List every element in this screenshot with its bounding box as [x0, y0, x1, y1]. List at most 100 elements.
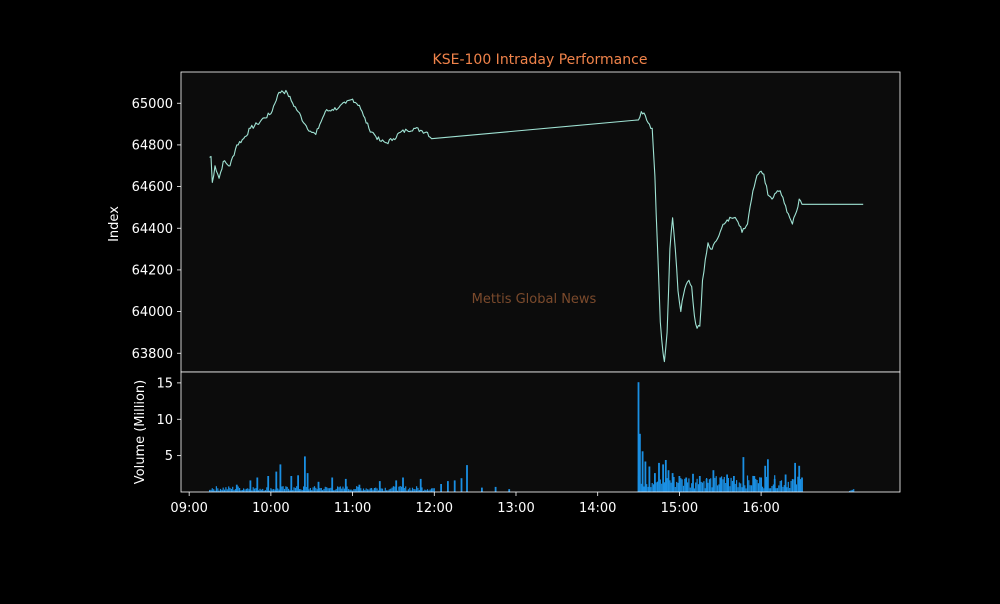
volume-bar: [289, 490, 291, 492]
volume-bar: [734, 483, 736, 492]
volume-bar: [262, 488, 264, 492]
volume-bar: [414, 489, 416, 492]
volume-bar: [676, 481, 678, 492]
volume-bar: [274, 489, 276, 492]
x-axis: 09:00 10:00 11:00 12:00 13:00 14:00 15:00 16:00: [170, 492, 780, 516]
volume-bar: [239, 488, 241, 492]
volume-bar: [776, 488, 778, 492]
volume-bar: [782, 486, 784, 492]
volume-bar: [789, 488, 791, 492]
volume-bar: [692, 473, 694, 492]
volume-bar: [688, 478, 690, 492]
volume-bar: [312, 487, 314, 492]
volume-bar: [316, 489, 318, 492]
volume-bar: [380, 488, 382, 492]
volume-bar: [309, 488, 311, 492]
volume-bar: [410, 490, 412, 492]
volume-bar: [714, 477, 716, 492]
volume-bar: [695, 482, 697, 492]
volume-bar: [390, 488, 392, 492]
volume-panel-axis: 5 10 15: [156, 376, 181, 464]
volume-bar: [244, 489, 246, 492]
volume-bar: [221, 489, 223, 492]
volume-bar: [421, 487, 423, 492]
volume-bar: [395, 480, 398, 492]
volume-bar: [222, 487, 224, 492]
volume-bar: [711, 487, 713, 492]
volume-bar: [703, 481, 705, 492]
volume-bar: [209, 489, 211, 492]
volume-bar: [741, 487, 743, 492]
volume-bar: [773, 478, 776, 492]
volume-bar: [267, 476, 270, 492]
volume-bar: [644, 461, 647, 492]
volume-bar: [778, 485, 780, 492]
volume-bar: [371, 488, 373, 492]
volume-bar: [641, 451, 644, 492]
volume-bar: [775, 488, 777, 492]
volume-bar: [233, 489, 235, 492]
volume-bar: [768, 488, 770, 492]
volume-bar: [266, 487, 268, 492]
volume-bar: [361, 490, 363, 492]
volume-bar: [349, 489, 351, 492]
x-tick-label: 09:00: [170, 501, 207, 516]
volume-y-tick-label: 5: [165, 449, 173, 464]
volume-bar: [453, 480, 456, 492]
volume-bar: [292, 490, 294, 492]
volume-bar: [330, 487, 332, 492]
chart-title: KSE-100 Intraday Performance: [433, 52, 648, 68]
volume-bar: [433, 488, 435, 492]
volume-bar: [324, 486, 326, 492]
volume-bar: [407, 489, 409, 492]
volume-bar: [376, 488, 378, 492]
volume-bar: [260, 489, 262, 492]
volume-bar: [413, 489, 415, 492]
volume-bar: [779, 481, 781, 492]
volume-bar: [271, 489, 273, 492]
volume-bar: [237, 486, 239, 492]
volume-bar: [696, 478, 698, 492]
volume-bar: [240, 490, 242, 492]
volume-bar: [640, 483, 642, 492]
volume-bar: [746, 475, 749, 492]
volume-bar: [431, 488, 433, 492]
volume-bar: [795, 484, 798, 492]
volume-bar: [337, 486, 339, 492]
volume-bar: [722, 479, 724, 492]
volume-bar: [357, 486, 359, 492]
volume-bar: [648, 466, 651, 492]
volume-bar: [335, 488, 337, 492]
price-panel-axis: 63800 64000 64200 64400 64600 64800 65000: [132, 97, 181, 362]
volume-bar: [800, 479, 802, 492]
volume-bar: [664, 460, 667, 492]
volume-bar: [369, 488, 371, 492]
volume-bar: [651, 483, 653, 492]
volume-bar: [305, 487, 307, 492]
volume-bar: [783, 485, 785, 492]
volume-bar: [440, 484, 442, 492]
volume-y-tick-label: 10: [156, 413, 173, 428]
volume-bar: [422, 490, 424, 492]
volume-bar: [643, 486, 645, 492]
volume-bar: [481, 487, 483, 492]
volume-bar: [286, 486, 288, 492]
volume-bar: [364, 490, 366, 492]
volume-bar: [356, 486, 358, 492]
watermark-text: Mettis Global News: [472, 292, 597, 307]
volume-bar: [793, 479, 795, 492]
x-tick-label: 11:00: [334, 501, 371, 516]
volume-bar: [658, 462, 660, 492]
volume-bar: [786, 487, 788, 492]
volume-bar: [225, 487, 227, 492]
volume-bar: [386, 490, 388, 492]
volume-bar: [719, 477, 722, 492]
volume-bar: [661, 483, 663, 492]
volume-bar: [659, 479, 661, 492]
volume-bar: [392, 486, 394, 492]
price-y-tick-label: 63800: [132, 347, 173, 362]
volume-bar: [689, 487, 691, 492]
volume-bar: [375, 487, 377, 492]
volume-bar: [296, 486, 298, 492]
volume-panel-background: [181, 372, 900, 492]
